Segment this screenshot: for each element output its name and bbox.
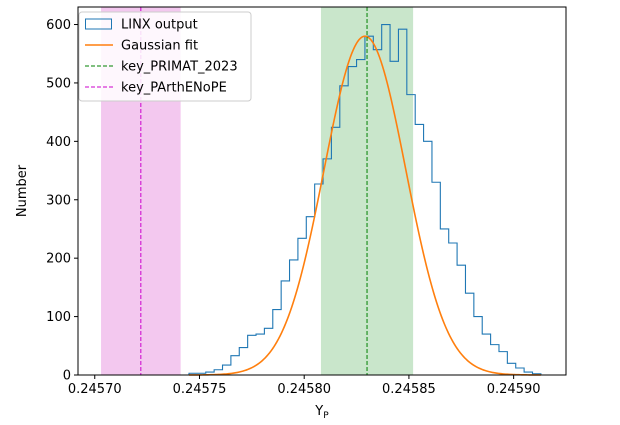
histogram-bin [432,182,440,375]
y-axis-ticks: 0 100 200 300 400 500 600 [46,18,78,384]
histogram-bin [348,67,356,375]
x-tick-label: 0.24590 [487,382,541,397]
histogram-bin [331,127,339,375]
histogram-bin [323,159,331,375]
x-axis-label-subscript: P [323,411,329,421]
histogram-bin [457,265,465,375]
histogram-bin [340,86,348,375]
histogram-bin [491,345,499,375]
histogram-bin [449,243,457,375]
y-tick-label: 600 [46,18,71,33]
y-tick-label: 0 [63,369,71,384]
legend-label: LINX output [121,18,198,33]
y-tick-label: 400 [46,135,71,150]
y-tick-label: 100 [46,310,71,325]
histogram-bin [482,334,490,375]
legend-label: key_PArthENoPE [121,81,227,96]
y-tick-label: 200 [46,252,71,267]
axes-frame [77,6,567,376]
histogram-bin [290,260,298,375]
y-axis-label: Number [15,164,30,217]
histogram-bin [390,61,398,375]
x-tick-label: 0.24575 [173,382,227,397]
legend-swatch [85,18,112,30]
histogram-bin [264,328,272,375]
legend-label: Gaussian fit [121,39,198,54]
histogram-bin [507,363,515,375]
histogram-bin [256,334,264,375]
x-axis-label: YP [314,404,329,421]
histogram-bin [306,217,314,375]
legend-box [78,11,252,102]
x-tick-label: 0.24580 [277,382,331,397]
gaussian-fit-layer [188,35,541,376]
legend-label: key_PRIMAT_2023 [121,60,238,75]
gaussian-fit-curve [188,35,541,376]
histogram-bin [440,229,448,375]
x-tick-label: 0.24585 [382,382,436,397]
legend: LINX output Gaussian fit key_PRIMAT_2023ke… [78,11,252,102]
y-tick-label: 500 [46,76,71,91]
histogram-bin [407,95,415,375]
x-axis-label-main: Y [314,404,323,419]
y-tick-label: 300 [46,193,71,208]
histogram-bin [499,352,507,375]
histogram-bin [281,281,289,375]
histogram-bin [365,36,373,375]
x-tick-label: 0.24570 [68,382,122,397]
histogram-bin [357,60,365,375]
histogram-bin [398,29,406,375]
x-axis-ticks: 0.24570 0.24575 0.24580 0.24585 0.24590 [68,375,541,397]
histogram-bin [373,50,381,375]
